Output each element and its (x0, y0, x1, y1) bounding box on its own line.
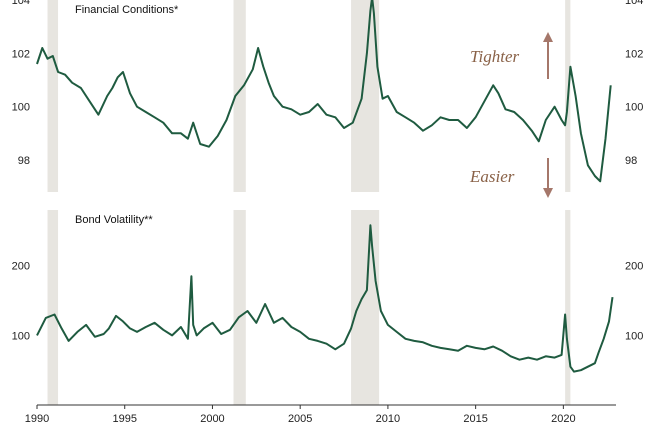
easier-label: Easier (469, 167, 515, 186)
bond-volatility-line (36, 224, 614, 373)
recession-band-bottom (233, 210, 246, 405)
y-tick-label-right: 98 (625, 155, 637, 167)
y-tick-label-left: 98 (18, 155, 30, 167)
x-tick-label: 2015 (463, 413, 487, 425)
recession-band-top (233, 0, 246, 192)
fc-left-ticks: 98 100 102 104 (12, 0, 30, 167)
y-tick-label-left: 102 (12, 48, 30, 60)
bond-volatility-title: Bond Volatility** (75, 214, 153, 226)
recession-band-top (47, 0, 59, 192)
down-arrowhead-icon (543, 188, 553, 198)
y-tick-label-right: 200 (625, 261, 643, 273)
y-tick-label-left: 100 (12, 330, 30, 342)
x-axis: 1990 1995 2000 2005 2010 2015 2020 (25, 404, 616, 425)
tighter-label: Tighter (470, 47, 520, 66)
y-tick-label-right: 100 (625, 102, 643, 114)
fc-right-ticks: 98 100 102 104 (625, 0, 643, 167)
annotation-easier: Easier (469, 158, 553, 198)
recession-band-bottom (351, 210, 380, 405)
x-axis-ticks: 1990 1995 2000 2005 2010 2015 2020 (25, 405, 576, 425)
x-tick-label: 1990 (25, 413, 49, 425)
y-tick-label-left: 104 (12, 0, 30, 7)
x-tick-label: 2010 (376, 413, 400, 425)
bv-left-ticks: 100 200 (12, 261, 30, 343)
x-tick-label: 2020 (551, 413, 575, 425)
financial-conditions-panel: Financial Conditions* 98 100 102 104 98 100 1… (12, 0, 643, 198)
financial-conditions-line (36, 0, 612, 183)
financial-conditions-title: Financial Conditions* (75, 4, 179, 16)
bv-right-ticks: 100 200 (625, 261, 643, 343)
y-tick-label-right: 104 (625, 0, 643, 7)
up-arrowhead-icon (543, 32, 553, 42)
y-tick-label-right: 100 (625, 330, 643, 342)
x-tick-label: 2005 (288, 413, 312, 425)
x-tick-label: 1995 (112, 413, 136, 425)
y-tick-label-right: 102 (625, 48, 643, 60)
recession-band-bottom (565, 210, 571, 405)
bond-volatility-panel: Bond Volatility** 100 200 100 200 (12, 214, 643, 373)
x-tick-label: 2000 (200, 413, 224, 425)
y-tick-label-left: 200 (12, 261, 30, 273)
recession-band-bottom (47, 210, 59, 405)
annotation-tighter: Tighter (470, 32, 553, 79)
y-tick-label-left: 100 (12, 102, 30, 114)
bv-series (36, 224, 614, 373)
fc-series (36, 0, 612, 183)
